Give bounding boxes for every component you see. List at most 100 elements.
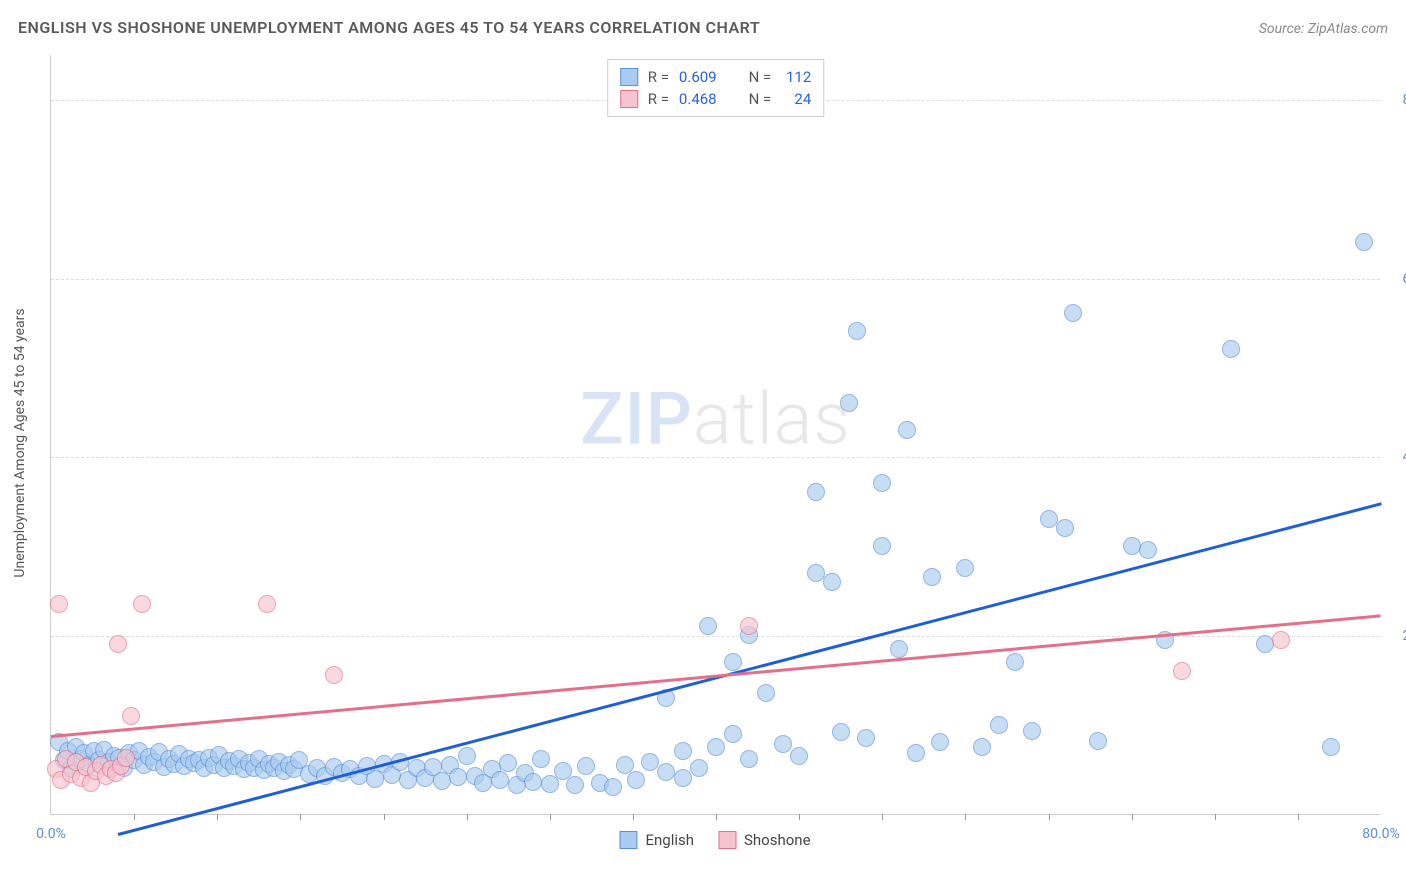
grid-line xyxy=(51,457,1380,458)
scatter-point xyxy=(1222,340,1240,358)
scatter-point xyxy=(807,564,825,582)
watermark-part1: ZIP xyxy=(580,377,693,462)
y-tick-label: 80.0% xyxy=(1402,92,1406,108)
correlation-legend: R =0.609N =112R =0.468N =24 xyxy=(607,59,825,117)
series-legend-label: Shoshone xyxy=(744,831,811,849)
scatter-point xyxy=(458,747,476,765)
x-tick xyxy=(1298,814,1299,820)
legend-swatch xyxy=(619,831,637,849)
scatter-point xyxy=(740,750,758,768)
scatter-point xyxy=(990,716,1008,734)
scatter-point xyxy=(840,394,858,412)
scatter-point xyxy=(973,738,991,756)
scatter-point xyxy=(1256,635,1274,653)
scatter-point xyxy=(674,742,692,760)
x-tick xyxy=(1049,814,1050,820)
x-tick xyxy=(1215,814,1216,820)
scatter-point xyxy=(499,754,517,772)
scatter-point xyxy=(807,483,825,501)
scatter-point xyxy=(604,778,622,796)
chart-header: ENGLISH VS SHOSHONE UNEMPLOYMENT AMONG A… xyxy=(18,18,1388,37)
scatter-point xyxy=(1089,732,1107,750)
scatter-point xyxy=(823,573,841,591)
x-tick-label: 0.0% xyxy=(36,826,66,842)
series-legend-item: English xyxy=(619,831,694,849)
y-tick-label: 20.0% xyxy=(1402,628,1406,644)
scatter-point xyxy=(740,617,758,635)
scatter-point xyxy=(857,729,875,747)
y-tick-label: 40.0% xyxy=(1402,449,1406,465)
x-tick xyxy=(467,814,468,820)
scatter-point xyxy=(1056,519,1074,537)
r-value: 0.609 xyxy=(679,68,717,86)
x-tick xyxy=(1132,814,1133,820)
scatter-point xyxy=(931,733,949,751)
scatter-point xyxy=(532,750,550,768)
scatter-point xyxy=(258,595,276,613)
scatter-point xyxy=(690,759,708,777)
scatter-point xyxy=(832,723,850,741)
scatter-point xyxy=(433,772,451,790)
scatter-point xyxy=(133,595,151,613)
scatter-point xyxy=(724,725,742,743)
scatter-point xyxy=(566,776,584,794)
scatter-point xyxy=(1272,631,1290,649)
x-tick xyxy=(217,814,218,820)
grid-line xyxy=(51,279,1380,280)
legend-swatch xyxy=(620,68,638,86)
correlation-legend-row: R =0.609N =112 xyxy=(620,66,812,88)
scatter-point xyxy=(657,763,675,781)
series-legend-item: Shoshone xyxy=(718,831,811,849)
scatter-point xyxy=(1040,510,1058,528)
scatter-point xyxy=(524,773,542,791)
y-tick-label: 60.0% xyxy=(1402,271,1406,287)
r-label: R = xyxy=(648,68,669,86)
scatter-point xyxy=(907,744,925,762)
series-legend-label: English xyxy=(645,831,694,849)
scatter-point xyxy=(898,421,916,439)
scatter-point xyxy=(616,756,634,774)
scatter-point xyxy=(109,635,127,653)
legend-swatch xyxy=(620,90,638,108)
scatter-plot: ZIPatlas R =0.609N =112R =0.468N =24 20.… xyxy=(50,55,1380,815)
scatter-point xyxy=(707,738,725,756)
scatter-point xyxy=(873,474,891,492)
scatter-point xyxy=(627,771,645,789)
scatter-point xyxy=(641,753,659,771)
n-value: 24 xyxy=(781,90,811,108)
scatter-point xyxy=(848,322,866,340)
scatter-point xyxy=(1355,233,1373,251)
scatter-point xyxy=(956,559,974,577)
x-tick xyxy=(799,814,800,820)
r-label: R = xyxy=(648,90,669,108)
scatter-point xyxy=(1064,304,1082,322)
n-label: N = xyxy=(749,68,772,86)
legend-swatch xyxy=(718,831,736,849)
scatter-point xyxy=(122,707,140,725)
watermark-part2: atlas xyxy=(693,377,851,462)
chart-title: ENGLISH VS SHOSHONE UNEMPLOYMENT AMONG A… xyxy=(18,18,760,37)
x-tick xyxy=(965,814,966,820)
scatter-point xyxy=(50,595,68,613)
scatter-point xyxy=(873,537,891,555)
scatter-point xyxy=(1123,537,1141,555)
x-tick xyxy=(716,814,717,820)
r-value: 0.468 xyxy=(679,90,717,108)
watermark: ZIPatlas xyxy=(580,377,851,462)
scatter-point xyxy=(1139,541,1157,559)
x-tick xyxy=(384,814,385,820)
trend-line xyxy=(117,502,1381,835)
chart-source: Source: ZipAtlas.com xyxy=(1259,21,1388,37)
scatter-point xyxy=(1173,662,1191,680)
correlation-legend-row: R =0.468N =24 xyxy=(620,88,812,110)
x-tick xyxy=(134,814,135,820)
x-tick xyxy=(550,814,551,820)
scatter-point xyxy=(325,666,343,684)
grid-line xyxy=(51,636,1380,637)
scatter-point xyxy=(1023,722,1041,740)
scatter-point xyxy=(890,640,908,658)
scatter-point xyxy=(1006,653,1024,671)
scatter-point xyxy=(699,617,717,635)
scatter-point xyxy=(774,735,792,753)
chart-container: Unemployment Among Ages 45 to 54 years Z… xyxy=(50,55,1380,815)
